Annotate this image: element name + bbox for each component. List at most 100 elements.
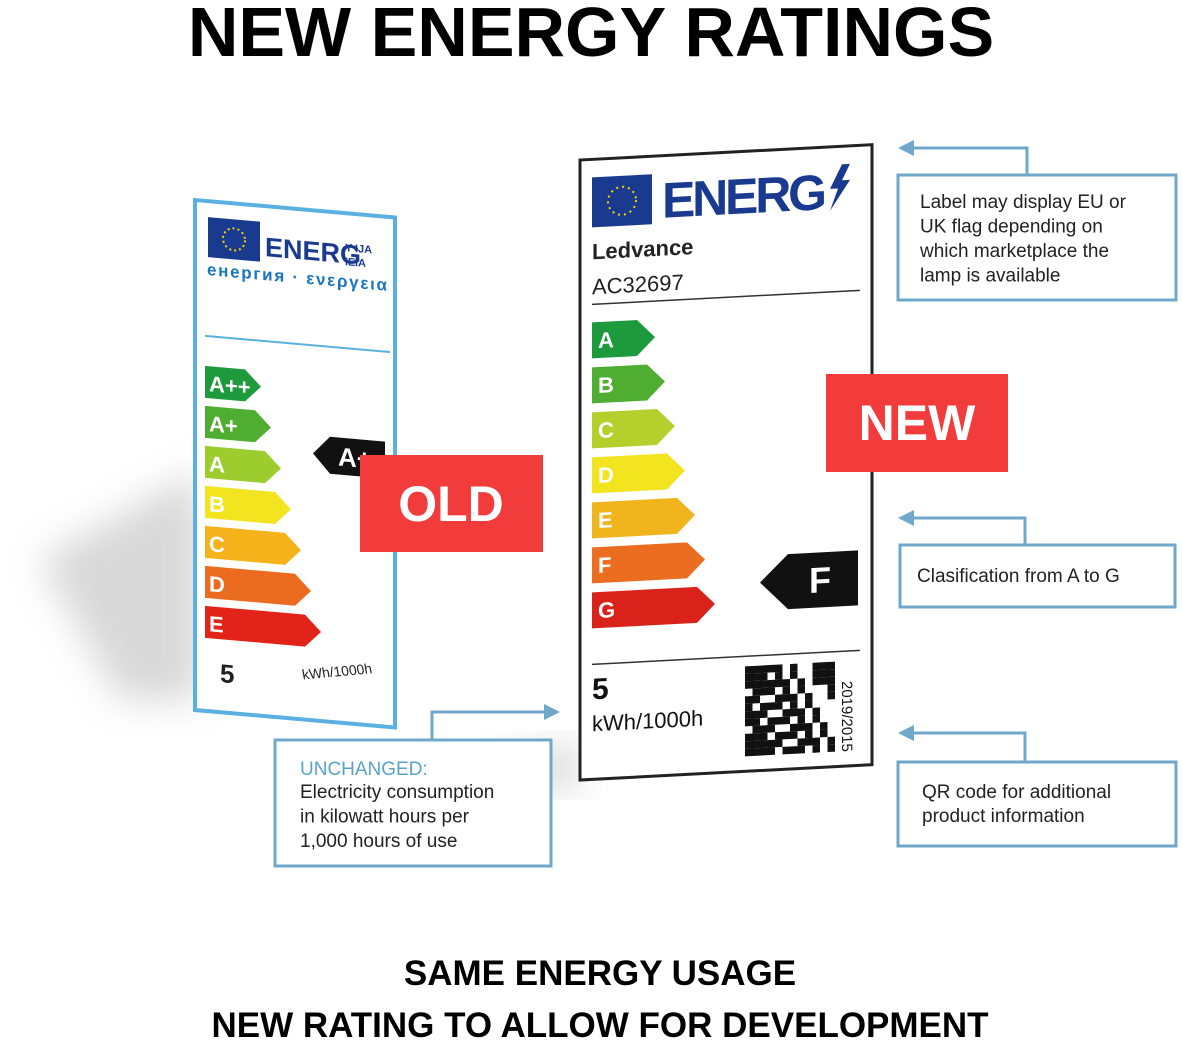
qr-module bbox=[767, 747, 775, 756]
qr-module bbox=[805, 722, 813, 731]
qr-module bbox=[760, 680, 768, 689]
qr-module bbox=[767, 717, 775, 726]
qr-module bbox=[782, 693, 790, 702]
qr-module bbox=[775, 739, 783, 748]
qr-module bbox=[812, 677, 820, 686]
regulation: 2019/2015 bbox=[838, 681, 855, 753]
qr-module bbox=[752, 740, 760, 749]
class-arrow bbox=[592, 497, 695, 539]
qr-module bbox=[827, 669, 835, 678]
consumption: 5 bbox=[592, 673, 609, 707]
divider bbox=[592, 289, 860, 306]
qr-module bbox=[775, 716, 783, 725]
connector bbox=[905, 146, 1029, 175]
qr-module bbox=[812, 669, 820, 678]
class-label: C bbox=[598, 417, 614, 443]
callout-text: Electricity consumption bbox=[300, 782, 494, 803]
energy-suffix: IJA bbox=[355, 243, 372, 256]
qr-module bbox=[745, 718, 753, 727]
qr-module bbox=[767, 664, 775, 673]
qr-module bbox=[797, 685, 805, 694]
title: NEW ENERGY RATINGS bbox=[188, 0, 994, 71]
qr-module bbox=[782, 746, 790, 755]
qr-module bbox=[820, 722, 828, 730]
qr-module bbox=[790, 746, 798, 754]
callout-box bbox=[898, 543, 1177, 609]
connector bbox=[905, 516, 1027, 545]
qr-module bbox=[805, 737, 813, 746]
qr-module bbox=[745, 665, 753, 674]
class-arrow bbox=[205, 365, 261, 402]
qr-module bbox=[797, 708, 805, 717]
qr-module bbox=[820, 729, 828, 738]
class-arrow bbox=[205, 525, 301, 565]
qr-module bbox=[805, 730, 813, 739]
qr-module bbox=[745, 733, 753, 742]
qr-module bbox=[805, 692, 813, 701]
qr-module bbox=[775, 664, 783, 673]
callout-box bbox=[896, 760, 1178, 848]
class-arrow bbox=[592, 453, 685, 494]
unit: kWh/1000h bbox=[592, 706, 703, 737]
class-label: B bbox=[209, 491, 225, 517]
old-badge-text: OLD bbox=[398, 476, 504, 532]
qr-module bbox=[790, 671, 798, 679]
lightning bbox=[830, 163, 850, 211]
arrowhead bbox=[898, 140, 914, 156]
class-label: F bbox=[598, 552, 611, 578]
qr-module bbox=[775, 679, 783, 688]
qr-module bbox=[752, 665, 760, 674]
qr-module bbox=[775, 671, 783, 680]
qr-module bbox=[797, 678, 805, 687]
flag-stars bbox=[222, 227, 246, 252]
callout: QR code for additional product informatio… bbox=[896, 725, 1178, 848]
qr-module bbox=[790, 723, 798, 732]
qr-module bbox=[790, 708, 798, 717]
class-arrow bbox=[205, 485, 291, 524]
qr-module bbox=[752, 673, 760, 681]
qr-module bbox=[790, 731, 798, 739]
consumption: 5 bbox=[220, 658, 234, 689]
qr-module bbox=[827, 691, 835, 700]
energy-suffix: IA bbox=[355, 257, 366, 270]
callout-text: which marketplace the bbox=[919, 241, 1109, 262]
callout-text: Clasification from A to G bbox=[917, 566, 1120, 587]
qr-module bbox=[782, 678, 790, 687]
qr-module bbox=[797, 715, 805, 724]
qr-module bbox=[745, 703, 753, 712]
qr-module bbox=[782, 716, 790, 725]
class-arrow bbox=[205, 405, 271, 443]
flag-stars bbox=[607, 185, 637, 216]
qr-module bbox=[797, 723, 805, 732]
class-arrow bbox=[592, 320, 655, 359]
qr-module bbox=[760, 732, 768, 741]
model: AC32697 bbox=[592, 270, 684, 300]
qr-module bbox=[760, 702, 768, 711]
qr-module bbox=[782, 686, 790, 695]
callout-heading: UNCHANGED: bbox=[300, 759, 428, 780]
qr-module bbox=[767, 679, 775, 688]
arrowhead bbox=[898, 725, 914, 741]
class-arrow bbox=[205, 445, 281, 484]
class-label: E bbox=[598, 507, 613, 533]
connector bbox=[905, 731, 1027, 762]
qr-module bbox=[827, 744, 835, 753]
divider bbox=[205, 334, 390, 354]
qr-module bbox=[745, 680, 753, 689]
connector bbox=[430, 710, 553, 740]
class-label: A+ bbox=[209, 411, 238, 438]
qr-module bbox=[752, 688, 760, 696]
qr-module bbox=[797, 745, 805, 754]
unit: kWh/1000h bbox=[301, 660, 373, 682]
qr-module bbox=[760, 725, 768, 734]
qr-module bbox=[827, 684, 835, 693]
qr-module bbox=[827, 661, 835, 670]
class-label: B bbox=[598, 372, 614, 398]
qr-module bbox=[745, 748, 753, 757]
class-label: G bbox=[598, 597, 615, 623]
callout-text: Label may display EU or bbox=[920, 192, 1127, 213]
